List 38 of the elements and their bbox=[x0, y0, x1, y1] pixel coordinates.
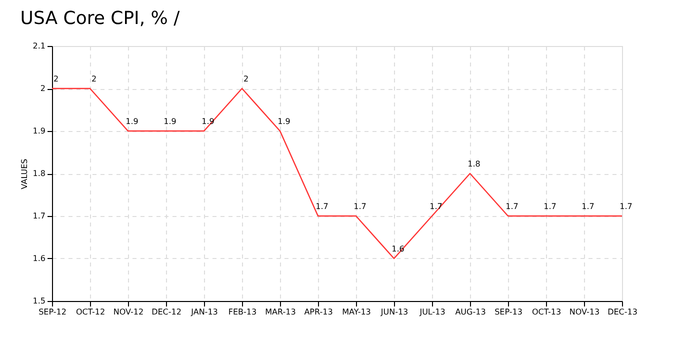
data-label: 1.9 bbox=[164, 117, 176, 126]
x-tick-label: MAY-13 bbox=[342, 308, 371, 316]
data-label: 1.9 bbox=[278, 117, 290, 126]
x-tick-label: OCT-12 bbox=[76, 308, 106, 316]
y-tick-label: 2 bbox=[40, 84, 46, 93]
y-tick-label: 1.8 bbox=[32, 169, 46, 178]
x-tick-label: DEC-13 bbox=[608, 308, 638, 316]
data-label: 1.8 bbox=[468, 160, 480, 168]
x-tick-label: MAR-13 bbox=[265, 308, 296, 316]
data-label: 1.9 bbox=[126, 117, 138, 126]
y-tick-label: 1.7 bbox=[32, 212, 46, 220]
data-label: 1.7 bbox=[620, 202, 632, 211]
y-tick-label: 1.9 bbox=[32, 126, 46, 136]
data-label: 2 bbox=[91, 74, 97, 84]
x-tick-label: APR-13 bbox=[304, 308, 333, 316]
x-tick-label: SEP-13 bbox=[494, 308, 522, 316]
x-tick-label: AUG-13 bbox=[455, 308, 486, 316]
x-tick-label: NOV-13 bbox=[569, 308, 600, 316]
x-tick-label: DEC-12 bbox=[152, 308, 182, 316]
data-label: 1.7 bbox=[354, 202, 366, 211]
x-tick-label: JAN-13 bbox=[190, 308, 218, 316]
y-tick-label: 1.5 bbox=[32, 296, 46, 306]
x-tick-label: JUN-13 bbox=[380, 308, 408, 316]
data-label: 2 bbox=[243, 74, 249, 84]
data-label: 1.7 bbox=[544, 202, 556, 211]
data-label: 1.7 bbox=[582, 202, 594, 211]
y-tick-label: 2.1 bbox=[32, 42, 46, 50]
data-label: 2 bbox=[53, 74, 59, 84]
data-label: 1.7 bbox=[506, 202, 518, 211]
y-axis-title: VALUES bbox=[20, 158, 29, 190]
x-tick-label: JUL-13 bbox=[418, 308, 446, 316]
x-tick-label: SEP-12 bbox=[38, 308, 66, 316]
x-tick-label: OCT-13 bbox=[532, 308, 562, 316]
x-tick-label: FEB-13 bbox=[228, 308, 257, 316]
data-label: 1.7 bbox=[316, 202, 328, 211]
y-tick-label: 1.6 bbox=[32, 254, 46, 263]
x-tick-label: NOV-12 bbox=[113, 308, 144, 316]
chart-title: USA Core CPI, % / bbox=[20, 8, 181, 29]
